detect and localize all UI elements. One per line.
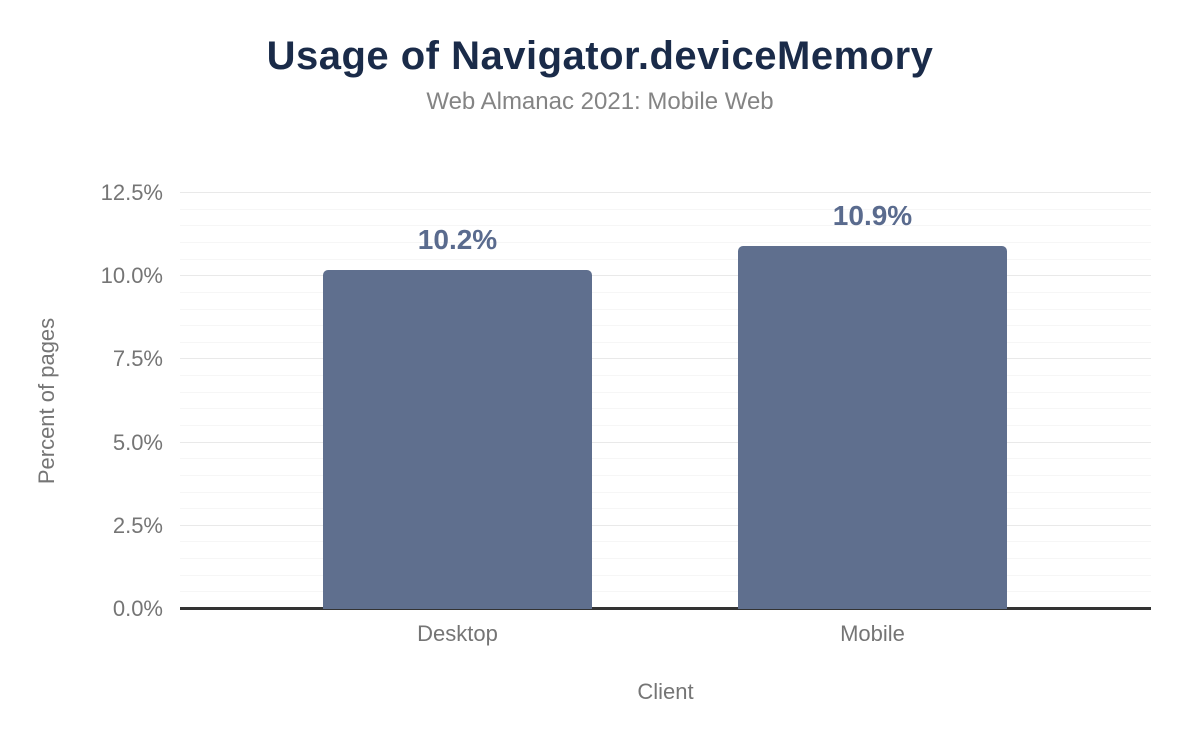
minor-gridline <box>180 325 1151 327</box>
y-tick-label: 10.0% <box>100 263 163 289</box>
major-gridline <box>180 358 1151 360</box>
x-axis-baseline <box>180 607 1151 610</box>
major-gridline <box>180 441 1151 443</box>
minor-gridline <box>180 308 1151 310</box>
x-tick-label-mobile: Mobile <box>840 621 905 646</box>
minor-gridline <box>180 558 1151 560</box>
plot-area: 10.2% 10.9% <box>180 192 1151 610</box>
y-tick-label: 0.0% <box>112 596 163 621</box>
y-tick-label: 2.5% <box>112 512 163 538</box>
x-axis-title: Client <box>637 679 694 704</box>
minor-gridline <box>180 291 1151 293</box>
chart-title: Usage of Navigator.deviceMemory <box>266 34 934 78</box>
y-tick-label: 5.0% <box>112 429 163 455</box>
minor-gridline <box>180 241 1151 243</box>
bar-mobile <box>738 246 1007 609</box>
minor-gridline <box>180 591 1151 593</box>
y-tick-label: 12.5% <box>100 180 163 205</box>
minor-gridline <box>180 458 1151 460</box>
minor-gridline <box>180 375 1151 376</box>
minor-gridline <box>180 425 1151 426</box>
minor-gridline <box>180 408 1151 410</box>
x-tick-label-desktop: Desktop <box>417 621 498 646</box>
major-gridline <box>180 524 1151 526</box>
minor-gridline <box>180 225 1151 227</box>
y-tick-label: 7.5% <box>112 346 163 372</box>
minor-gridline <box>180 491 1151 493</box>
bar-value-label-mobile: 10.9% <box>832 200 913 232</box>
minor-gridline <box>180 341 1151 343</box>
major-gridline <box>180 192 1151 193</box>
minor-gridline <box>180 258 1151 260</box>
y-axis-title: Percent of pages <box>34 317 59 485</box>
major-gridline <box>180 275 1151 277</box>
minor-gridline <box>180 574 1151 576</box>
minor-gridline <box>180 474 1151 476</box>
minor-gridline <box>180 541 1151 543</box>
minor-gridline <box>180 391 1151 393</box>
bar-desktop <box>323 269 592 609</box>
minor-gridline <box>180 208 1151 210</box>
chart-subtitle: Web Almanac 2021: Mobile Web <box>426 88 774 115</box>
bar-value-label-desktop: 10.2% <box>417 223 498 255</box>
minor-gridline <box>180 508 1151 510</box>
